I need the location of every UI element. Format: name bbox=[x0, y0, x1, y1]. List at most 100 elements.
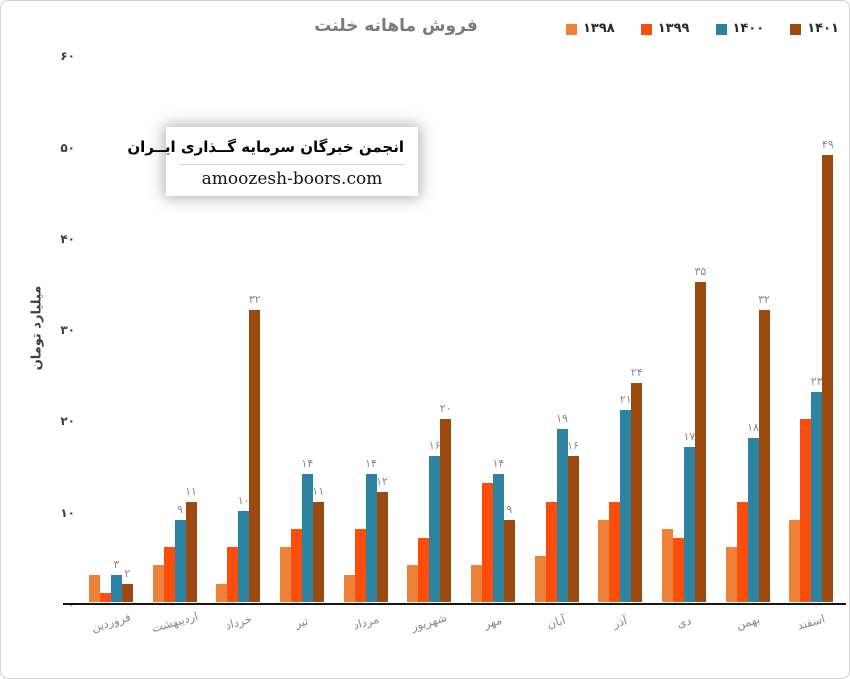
bar-group: ۹ ۱۱ bbox=[143, 54, 207, 602]
month-cell: آبان bbox=[525, 611, 589, 632]
bar-value-label: ۳۵ bbox=[694, 265, 707, 279]
watermark-badge: انجمن خبرگان سرمایه گــذاری ایــران amoo… bbox=[127, 127, 418, 196]
y-tick-label: ۴۰ bbox=[60, 231, 75, 246]
month-cell: آذر bbox=[588, 611, 652, 630]
bar bbox=[481, 483, 493, 602]
legend-label: ۱۴۰۰ bbox=[732, 21, 765, 36]
watermark-divider bbox=[180, 164, 404, 165]
legend-label: ۱۴۰۱ bbox=[807, 21, 839, 36]
month-label: دی bbox=[675, 613, 693, 631]
bar-value-label: ۱۴ bbox=[301, 457, 314, 471]
bar: ۳ bbox=[110, 558, 122, 602]
bar: ۳۲ bbox=[758, 293, 770, 602]
bar: ۱۶ bbox=[429, 439, 441, 602]
bar: ۱۸ bbox=[747, 421, 759, 602]
bar-group: ۱۸ ۳۲ bbox=[716, 54, 780, 602]
bar bbox=[672, 538, 684, 602]
month-cell: مهر bbox=[461, 611, 525, 631]
month-label: بهمن bbox=[734, 611, 761, 633]
month-label: اسفند bbox=[795, 611, 827, 633]
bar: ۱۷ bbox=[683, 430, 695, 602]
month-cell: تیر bbox=[270, 611, 334, 630]
bar bbox=[534, 556, 546, 602]
bar bbox=[343, 574, 355, 602]
y-tick-label: ۲۰ bbox=[60, 414, 75, 429]
x-axis-labels: فروردین اردیبهشت خرداد تیر مرداد شهریور مهر آبا… bbox=[79, 609, 843, 636]
bar bbox=[470, 565, 482, 602]
bar-value-label: ۱۸ bbox=[747, 420, 759, 434]
bar-group: ۱۴ ۱۲ bbox=[334, 54, 398, 602]
bar: ۱۰ bbox=[238, 494, 250, 602]
plot-area: ۳ ۲ ۹ ۱۱ ۱۰ ۳۲ ۱۴ ۱۱ ۱۴ ۱۲ ۱۶ ۲۰ ۱۴ ۹ ۱۹ ۱۶ ۲۱ ۲۴ ۱۷ ۳۵ ۱۸ ۳۲… bbox=[79, 54, 843, 602]
month-cell: بهمن bbox=[716, 611, 780, 633]
bar bbox=[227, 547, 239, 602]
month-label: تیر bbox=[293, 613, 311, 631]
bar bbox=[290, 528, 302, 602]
bar-value-label: ۳۲ bbox=[248, 292, 261, 306]
bar: ۱۴ bbox=[301, 457, 313, 602]
legend-swatch-icon bbox=[640, 23, 652, 35]
bar-group: ۲۱ ۲۴ bbox=[588, 54, 652, 602]
bar-group: ۱۹ ۱۶ bbox=[525, 54, 589, 602]
bar bbox=[661, 528, 673, 602]
y-tick-label: ۱۰ bbox=[60, 505, 75, 520]
bar bbox=[418, 538, 430, 602]
bar: ۱۱ bbox=[312, 485, 324, 602]
bar-value-label: ۱۲ bbox=[376, 475, 388, 489]
bar-value-label: ۱۷ bbox=[683, 429, 696, 443]
bar: ۳۲ bbox=[249, 293, 261, 602]
bar-value-label: ۱۴ bbox=[492, 457, 505, 471]
month-label: آذر bbox=[611, 613, 629, 631]
bar bbox=[354, 528, 366, 602]
month-cell: مرداد bbox=[334, 611, 398, 633]
bar bbox=[88, 574, 100, 602]
legend-item: ۱۴۰۱ bbox=[790, 21, 839, 36]
legend-label: ۱۳۹۹ bbox=[657, 21, 690, 36]
bar-value-label: ۲۰ bbox=[439, 402, 452, 416]
month-cell: اردیبهشت bbox=[143, 609, 207, 636]
bar: ۳۵ bbox=[694, 265, 706, 602]
bar bbox=[216, 583, 228, 602]
bar-value-label: ۲ bbox=[124, 566, 131, 580]
bar-value-label: ۱۴ bbox=[365, 457, 377, 471]
month-label: مرداد bbox=[351, 611, 380, 633]
bar: ۴۹ bbox=[822, 138, 834, 602]
month-cell: اسفند bbox=[779, 611, 843, 633]
bar: ۲۴ bbox=[631, 366, 643, 602]
legend-item: ۱۴۰۰ bbox=[715, 21, 765, 36]
bar-value-label: ۱۱ bbox=[312, 484, 325, 498]
bar: ۹ bbox=[503, 503, 515, 602]
bar-group: ۱۴ ۹ bbox=[461, 54, 525, 602]
month-label: فروردین bbox=[89, 609, 132, 635]
legend: ۱۳۹۸ ۱۳۹۹ ۱۴۰۰ ۱۴۰۱ bbox=[566, 21, 839, 36]
legend-swatch-icon bbox=[790, 23, 802, 35]
bar bbox=[609, 501, 621, 602]
bar-group: ۲۳ ۴۹ bbox=[779, 54, 843, 602]
legend-item: ۱۳۹۹ bbox=[640, 21, 690, 36]
bar-value-label: ۱۶ bbox=[567, 438, 579, 452]
bar bbox=[99, 592, 111, 602]
bar: ۲ bbox=[121, 567, 133, 602]
bar: ۱۴ bbox=[492, 457, 504, 602]
bar-group: ۱۴ ۱۱ bbox=[270, 54, 334, 602]
chart-title: فروش ماهانه خلنت bbox=[314, 16, 478, 36]
bar: ۱۶ bbox=[567, 439, 579, 602]
bar bbox=[152, 565, 164, 602]
bar-value-label: ۱۱ bbox=[185, 484, 197, 498]
x-axis-line bbox=[63, 603, 846, 605]
bar-value-label: ۱۶ bbox=[428, 438, 441, 452]
bar: ۲۳ bbox=[811, 375, 823, 602]
bar-value-label: ۴۹ bbox=[821, 137, 834, 151]
month-cell: فروردین bbox=[79, 610, 143, 634]
bar: ۱۴ bbox=[365, 457, 377, 602]
month-label: اردیبهشت bbox=[149, 608, 200, 636]
y-tick-label: ۳۰ bbox=[60, 323, 75, 338]
bar bbox=[800, 419, 812, 602]
month-label: شهریور bbox=[409, 610, 449, 634]
bar bbox=[736, 501, 748, 602]
watermark-association-name: انجمن خبرگان سرمایه گــذاری ایــران bbox=[127, 138, 404, 156]
bar-value-label: ۲۴ bbox=[630, 365, 643, 379]
bar-group: ۱۶ ۲۰ bbox=[397, 54, 461, 602]
legend-swatch-icon bbox=[715, 23, 727, 35]
